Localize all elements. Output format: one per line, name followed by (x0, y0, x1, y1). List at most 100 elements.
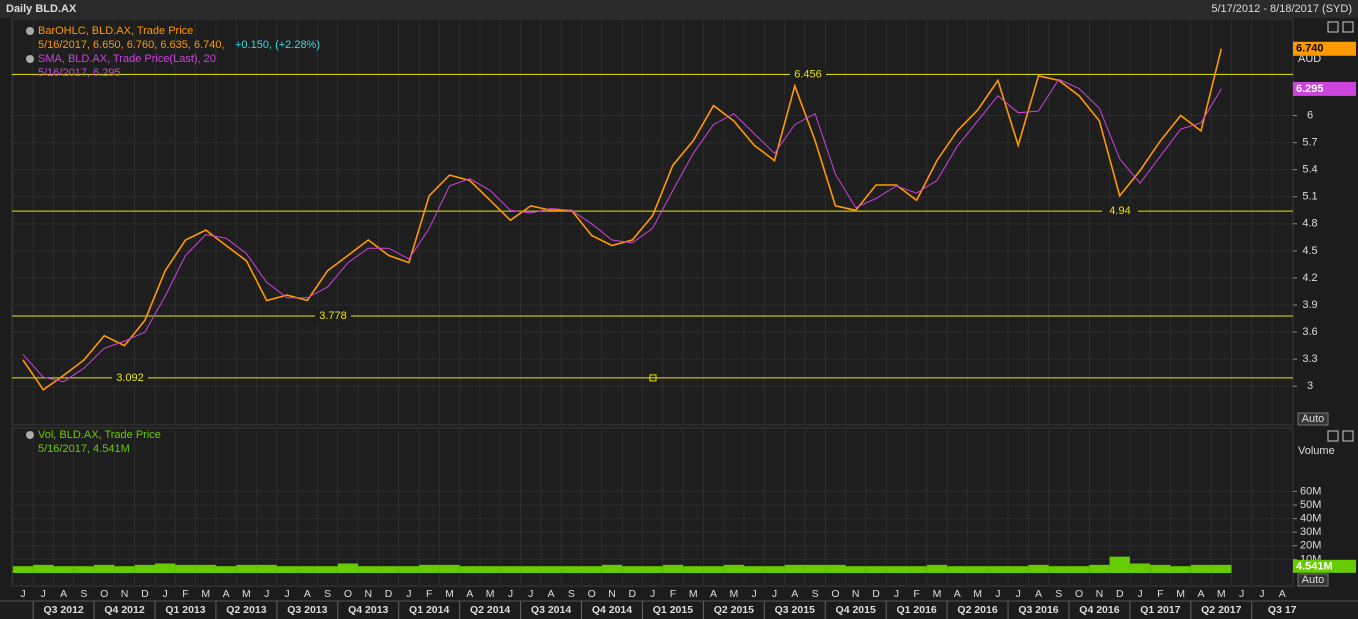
legend-icon[interactable] (26, 431, 34, 439)
volume-bar (155, 563, 176, 573)
restore-icon[interactable] (1327, 21, 1339, 33)
x-tick-label: J (406, 588, 411, 600)
y-tick-label: 5.7 (1302, 137, 1317, 149)
volume-bar (865, 566, 887, 573)
close-icon[interactable] (1342, 430, 1354, 442)
quarter-label: Q3 2015 (775, 604, 815, 616)
x-tick-label: S (324, 588, 331, 600)
x-tick-label: O (1075, 588, 1083, 600)
volume-bar (1008, 566, 1029, 573)
x-tick-label: M (1176, 588, 1185, 600)
y-tick-label: 3 (1307, 380, 1313, 392)
quarter-label: Q1 2014 (409, 604, 449, 616)
quarter-label: Q3 2012 (43, 604, 83, 616)
quarter-label: Q4 2016 (1079, 604, 1119, 616)
last-value-label: 6.740 (1296, 43, 1324, 55)
x-tick-label: A (466, 588, 473, 600)
y-tick-label: 3.9 (1302, 299, 1317, 311)
x-tick-label: A (223, 588, 230, 600)
volume-bar (683, 566, 704, 573)
volume-bar (1190, 564, 1212, 573)
quarter-label: Q4 2013 (348, 604, 388, 616)
volume-bar (500, 566, 521, 573)
volume-bar (1211, 564, 1232, 573)
volume-bar (1150, 564, 1171, 573)
auto-button[interactable] (1297, 412, 1329, 426)
restore-icon[interactable] (1327, 430, 1339, 442)
last-value-label: 6.295 (1296, 83, 1324, 95)
x-tick-label: D (629, 588, 637, 600)
quarter-label: Q1 2013 (165, 604, 205, 616)
volume-bar (236, 564, 257, 573)
x-tick-label: J (508, 588, 513, 600)
x-tick-label: N (1096, 588, 1104, 600)
volume-bar (886, 566, 907, 573)
volume-bar (622, 566, 643, 573)
quarter-label: Q2 2013 (226, 604, 266, 616)
auto-label: Auto (1302, 574, 1325, 586)
volume-bar (744, 566, 765, 573)
x-tick-label: D (1116, 588, 1124, 600)
quarter-label: Q4 2015 (836, 604, 876, 616)
x-tick-label: A (1035, 588, 1042, 600)
volume-bar (581, 566, 602, 573)
quarter-label: Q1 2015 (653, 604, 693, 616)
volume-bar (317, 566, 338, 573)
y-tick-label: 6 (1307, 109, 1313, 121)
level-label: 3.778 (319, 310, 347, 322)
auto-label: Auto (1302, 413, 1325, 425)
quarter-label: Q3 2013 (287, 604, 327, 616)
x-tick-label: J (772, 588, 777, 600)
volume-bar (195, 564, 216, 573)
volume-bar (439, 564, 460, 573)
volume-bar (764, 566, 785, 573)
volume-bar (906, 566, 927, 573)
volume-bar (337, 563, 359, 573)
volume-bar (297, 566, 318, 573)
volume-bar (540, 566, 562, 573)
legend-icon[interactable] (26, 55, 34, 63)
x-tick-label: J (995, 588, 1000, 600)
volume-bar (1170, 566, 1191, 573)
volume-bar (703, 566, 724, 573)
quarter-label: Q2 2014 (470, 604, 510, 616)
volume-bar (175, 564, 196, 573)
x-tick-label: A (954, 588, 961, 600)
volume-bar (561, 566, 582, 573)
y-tick-label: 3.3 (1302, 353, 1317, 365)
quarter-label: Q2 2016 (957, 604, 997, 616)
x-tick-label: A (60, 588, 67, 600)
volume-bar (33, 564, 54, 573)
volume-bar (947, 566, 968, 573)
quarter-label: Q2 2015 (714, 604, 754, 616)
level-label-bg (1102, 205, 1138, 218)
level-label: 3.092 (116, 372, 144, 384)
x-tick-label: M (729, 588, 738, 600)
volume-bar (12, 566, 34, 573)
y-tick-label: 20M (1300, 540, 1321, 552)
y-tick-label: 4.5 (1302, 245, 1317, 257)
y-tick-label: 40M (1300, 512, 1321, 524)
volume-bar (479, 566, 501, 573)
quarter-label: Q1 2016 (896, 604, 936, 616)
quarter-label: Q3 2014 (531, 604, 571, 616)
x-tick-label: D (141, 588, 149, 600)
y-tick-label: 50M (1300, 499, 1321, 511)
x-tick-label: M (445, 588, 454, 600)
title-bar (0, 0, 1358, 18)
volume-bar (1129, 563, 1151, 573)
last-value-badge (1293, 41, 1356, 56)
legend-icon[interactable] (26, 27, 34, 35)
quarter-label: Q4 2012 (104, 604, 144, 616)
x-tick-label: N (364, 588, 372, 600)
x-tick-label: D (872, 588, 880, 600)
auto-button[interactable] (1297, 573, 1329, 587)
x-tick-label: F (913, 588, 919, 600)
y-tick-label: 4.8 (1302, 218, 1317, 230)
level-label-bg (315, 310, 351, 323)
x-tick-label: M (242, 588, 251, 600)
close-icon[interactable] (1342, 21, 1354, 33)
x-tick-label: A (1197, 588, 1204, 600)
volume-bar (723, 564, 745, 573)
